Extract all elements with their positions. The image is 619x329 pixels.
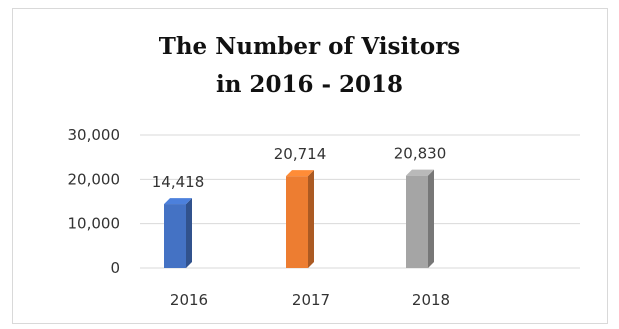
y-tick-label: 10,000 [68, 215, 121, 233]
bar-side [428, 169, 434, 268]
bar [164, 204, 186, 268]
bar-top [164, 198, 192, 205]
data-label: 14,418 [152, 173, 205, 191]
chart-title-line1: The Number of Visitors [158, 33, 461, 60]
chart-title-line2: in 2016 - 2018 [215, 71, 404, 98]
bar-side [308, 170, 314, 268]
y-tick-label: 0 [110, 259, 120, 277]
data-label: 20,714 [274, 145, 327, 163]
bar-top [406, 169, 434, 176]
y-tick-label: 20,000 [68, 170, 121, 188]
bar-side [186, 198, 192, 268]
bar-top [286, 170, 314, 177]
bar [286, 176, 308, 268]
x-tick-label: 2017 [292, 291, 330, 309]
x-tick-label: 2016 [170, 291, 208, 309]
chart-frame [12, 8, 608, 324]
y-tick-label: 30,000 [68, 126, 121, 144]
bar [406, 175, 428, 268]
data-label: 20,830 [394, 145, 447, 163]
x-tick-label: 2018 [412, 291, 450, 309]
